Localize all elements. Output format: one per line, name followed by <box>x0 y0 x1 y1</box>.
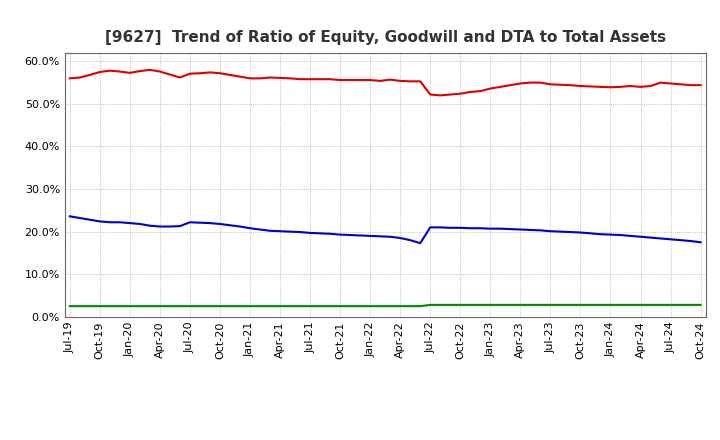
Goodwill <box>416 241 425 246</box>
Equity <box>145 67 154 73</box>
Deferred Tax Assets <box>696 302 705 308</box>
Equity <box>336 77 344 83</box>
Deferred Tax Assets <box>145 304 154 309</box>
Equity <box>696 83 705 88</box>
Equity <box>496 84 505 89</box>
Line: Equity: Equity <box>70 70 701 95</box>
Goodwill <box>66 214 74 219</box>
Equity <box>156 69 164 74</box>
Goodwill <box>376 234 384 239</box>
Title: [9627]  Trend of Ratio of Equity, Goodwill and DTA to Total Assets: [9627] Trend of Ratio of Equity, Goodwil… <box>104 29 666 45</box>
Deferred Tax Assets <box>486 302 495 308</box>
Equity <box>66 76 74 81</box>
Line: Goodwill: Goodwill <box>70 216 701 243</box>
Goodwill <box>476 226 485 231</box>
Goodwill <box>326 231 335 236</box>
Goodwill <box>145 223 154 228</box>
Deferred Tax Assets <box>476 302 485 308</box>
Equity <box>486 86 495 91</box>
Goodwill <box>486 226 495 231</box>
Deferred Tax Assets <box>426 302 435 308</box>
Goodwill <box>426 225 435 230</box>
Deferred Tax Assets <box>416 304 425 309</box>
Goodwill <box>696 240 705 245</box>
Equity <box>386 77 395 82</box>
Equity <box>436 93 444 98</box>
Line: Deferred Tax Assets: Deferred Tax Assets <box>70 305 701 306</box>
Deferred Tax Assets <box>326 304 335 309</box>
Deferred Tax Assets <box>376 304 384 309</box>
Equity <box>426 92 435 97</box>
Deferred Tax Assets <box>66 304 74 309</box>
